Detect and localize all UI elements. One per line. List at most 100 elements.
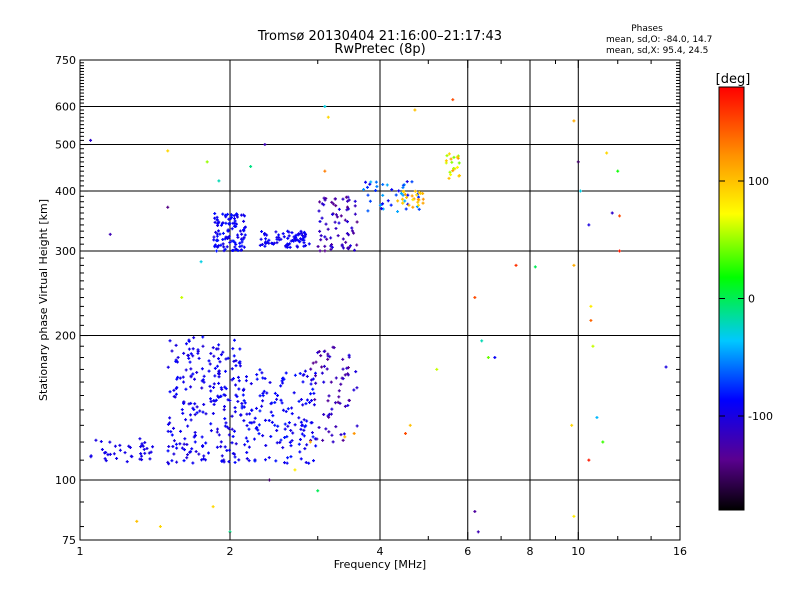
data-point xyxy=(204,458,208,462)
data-point xyxy=(191,461,195,465)
data-point xyxy=(223,445,227,449)
data-point xyxy=(182,400,186,404)
data-point xyxy=(212,403,216,407)
data-point xyxy=(215,232,219,236)
x-tick-label: 1 xyxy=(77,545,84,558)
data-point xyxy=(234,364,238,368)
data-point xyxy=(300,234,304,238)
data-point xyxy=(299,427,303,431)
data-point xyxy=(244,436,248,440)
data-point xyxy=(175,446,179,450)
data-point xyxy=(115,456,119,460)
data-point xyxy=(135,519,139,523)
data-point xyxy=(390,188,394,192)
data-point xyxy=(375,184,379,188)
data-point xyxy=(320,202,324,206)
data-point xyxy=(268,380,272,384)
data-point xyxy=(323,198,327,202)
data-point xyxy=(452,166,456,170)
data-point xyxy=(341,246,345,250)
data-point xyxy=(258,394,262,398)
data-point xyxy=(118,448,122,452)
data-point xyxy=(415,193,419,197)
data-point xyxy=(278,441,282,445)
data-point xyxy=(301,403,305,407)
data-point xyxy=(314,360,318,364)
data-point xyxy=(202,374,206,378)
data-point xyxy=(166,449,170,453)
data-point xyxy=(241,393,245,397)
data-point xyxy=(334,213,338,217)
data-point xyxy=(201,344,205,348)
data-point xyxy=(201,444,205,448)
data-point xyxy=(348,244,352,248)
data-point xyxy=(252,437,256,441)
data-point xyxy=(323,249,327,253)
colorbar-tick-label: 100 xyxy=(748,175,769,188)
data-point xyxy=(104,459,108,463)
data-point xyxy=(238,364,242,368)
x-axis-ticks: 1 2 4 6 8 10 16 xyxy=(77,60,687,558)
data-point xyxy=(287,234,291,238)
x-tick-label: 10 xyxy=(571,545,585,558)
data-point xyxy=(214,230,218,234)
data-point xyxy=(281,232,285,236)
data-point xyxy=(253,416,257,420)
chart-subtitle: RwPretec (8p) xyxy=(334,42,425,57)
data-point xyxy=(389,203,393,207)
data-point xyxy=(232,452,236,456)
data-point xyxy=(166,429,170,433)
data-point xyxy=(368,199,372,203)
data-point xyxy=(140,458,144,462)
data-point xyxy=(218,360,222,364)
data-point xyxy=(228,240,232,244)
data-point xyxy=(225,425,229,429)
data-point xyxy=(234,242,238,246)
data-point xyxy=(572,514,576,518)
data-point xyxy=(345,208,349,212)
data-point xyxy=(449,173,453,177)
data-point xyxy=(343,373,347,377)
data-point xyxy=(353,212,357,216)
data-point xyxy=(275,429,279,433)
data-point xyxy=(418,191,422,195)
data-point xyxy=(230,227,234,231)
data-point xyxy=(182,442,186,446)
data-point xyxy=(209,429,213,433)
data-point xyxy=(263,143,267,147)
data-point xyxy=(354,370,358,374)
data-point xyxy=(212,399,216,403)
data-point xyxy=(195,405,199,409)
data-point xyxy=(217,179,221,183)
data-point xyxy=(353,204,357,208)
data-point xyxy=(176,355,180,359)
data-point xyxy=(277,235,281,239)
data-point xyxy=(451,98,455,102)
data-point xyxy=(217,343,221,347)
data-point xyxy=(330,407,334,411)
data-point xyxy=(227,235,231,239)
data-point xyxy=(279,398,283,402)
data-point xyxy=(188,360,192,364)
data-point xyxy=(199,260,203,264)
data-point xyxy=(304,461,308,465)
data-point xyxy=(347,398,351,402)
data-point xyxy=(228,221,232,225)
data-point xyxy=(175,377,179,381)
data-point xyxy=(172,452,176,456)
data-point xyxy=(330,212,334,216)
data-point xyxy=(191,354,195,358)
colorbar-label: [deg] xyxy=(716,72,751,87)
data-point xyxy=(217,369,221,373)
data-point xyxy=(325,237,329,241)
data-point xyxy=(256,428,260,432)
data-point xyxy=(184,342,188,346)
data-point xyxy=(195,370,199,374)
data-point xyxy=(480,339,484,343)
data-point xyxy=(232,239,236,243)
data-point xyxy=(405,195,409,199)
data-point xyxy=(286,243,290,247)
data-point xyxy=(242,236,246,240)
data-point xyxy=(178,442,182,446)
data-point xyxy=(319,234,323,238)
